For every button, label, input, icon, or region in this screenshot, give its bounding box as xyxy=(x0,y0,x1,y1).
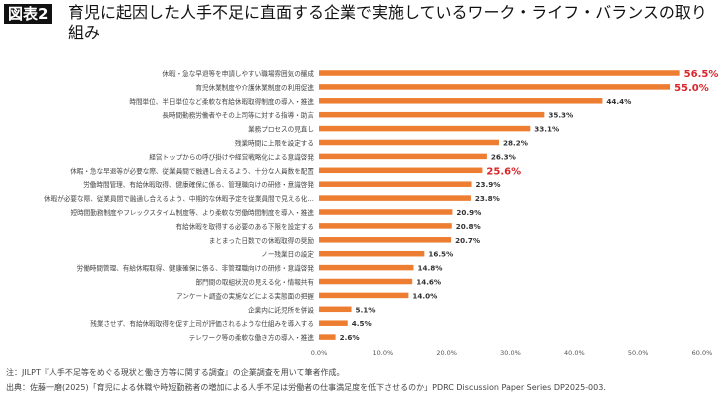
data-label: 4.5% xyxy=(352,319,372,328)
bar xyxy=(319,111,545,118)
data-label: 23.9% xyxy=(476,180,501,189)
x-tick-label: 50.0% xyxy=(628,349,649,357)
bar xyxy=(319,306,352,313)
data-label: 55.0% xyxy=(674,83,709,94)
category-label: 休暇・急な早退等が必要な際、従業員間で融通し合えるよう、十分な人員数を配置 xyxy=(70,166,314,175)
bar xyxy=(319,139,500,146)
category-label: 休暇・急な早退等を申請しやすい職場雰囲気の醸成 xyxy=(162,69,314,78)
bar xyxy=(319,292,409,299)
x-tick-label: 10.0% xyxy=(373,349,394,357)
bar xyxy=(319,278,413,285)
figure-badge: 図表2 xyxy=(4,4,53,24)
x-tick-label: 60.0% xyxy=(692,349,713,357)
data-label: 23.8% xyxy=(475,194,500,203)
category-label: 部門間の取組状況の見える化・情報共有 xyxy=(196,278,315,287)
source-text: 出典：佐藤一磨(2025)「育児による休職や時短勤務者の増加による人手不足は労働… xyxy=(6,383,606,392)
category-label: 休暇が必要な際、従業員間で融通し合えるよう、中期的な休暇予定を従業員間で見える化… xyxy=(44,194,314,203)
data-label: 44.4% xyxy=(606,97,631,106)
data-label: 25.6% xyxy=(486,166,521,177)
bar xyxy=(319,264,414,271)
category-label: まとまった日数での休暇取得の奨励 xyxy=(209,236,315,245)
category-label: 残業時間に上限を設定する xyxy=(235,139,314,148)
category-label: 有給休暇を取得する必要のある下限を設定する xyxy=(176,222,314,231)
category-label: 長時間勤務労働者やその上司等に対する指導・助言 xyxy=(162,111,314,120)
category-label: 労働時間管理、有給休暇取得、健康確保に係る、非管理職向けの研修・意識啓発 xyxy=(77,264,315,273)
data-label: 26.3% xyxy=(491,152,516,161)
bar xyxy=(319,223,452,229)
data-label: 14.0% xyxy=(412,291,437,300)
bar xyxy=(319,181,472,187)
bar xyxy=(319,84,671,90)
bar xyxy=(319,167,483,174)
category-label: 経営トップからの呼び掛けや経営戦略化による意識啓発 xyxy=(149,152,314,161)
x-tick-label: 40.0% xyxy=(564,349,585,357)
data-label: 20.7% xyxy=(455,236,480,245)
data-label: 16.5% xyxy=(428,250,453,259)
note-text: 注：JILPT『人手不足等をめぐる現状と働き方等に関する調査』の企業調査を用いて… xyxy=(6,368,345,377)
bar xyxy=(319,98,603,104)
bar xyxy=(319,250,425,257)
data-label: 33.1% xyxy=(534,125,559,134)
category-label: 労働時間管理、有給休暇取得、健康確保に係る、管理職向けの研修・意識啓発 xyxy=(83,180,314,189)
category-label: テレワーク等の柔軟な働き方の導入・推進 xyxy=(189,333,315,342)
category-label: 短時間勤務制度やフレックスタイム制度等、より柔軟な労働時間制度を導入・推進 xyxy=(70,208,314,217)
x-tick-label: 0.0% xyxy=(311,349,328,357)
chart-title: 育児に起因した人手不足に直面する企業で実施しているワーク・ライフ・バランスの取り… xyxy=(68,3,707,42)
bar-chart: 休暇・急な早退等を申請しやすい職場雰囲気の醸成 56.5% 育児休業制度や介護休業制… xyxy=(44,69,719,357)
bar xyxy=(319,209,453,215)
data-label: 56.5% xyxy=(684,69,719,80)
category-label: 残業させず、有給休暇取得を促す上司が評価されるような仕組みを導入する xyxy=(90,319,314,328)
data-label: 14.8% xyxy=(417,264,442,273)
bar xyxy=(319,195,471,201)
category-label: 企業内に託児所を併設 xyxy=(248,305,314,314)
category-label: 育児休業制度や介護休業制度の利用促進 xyxy=(195,83,314,92)
data-label: 28.2% xyxy=(503,139,528,148)
category-label: アンケート調査の実施などによる実態面の把握 xyxy=(176,291,314,300)
bar xyxy=(319,237,452,243)
bar xyxy=(319,320,348,326)
category-label: ノー残業日の設定 xyxy=(261,250,314,259)
category-label: 業務プロセスの見直し xyxy=(248,125,314,134)
data-label: 5.1% xyxy=(356,305,376,314)
data-label: 2.6% xyxy=(340,333,360,342)
bar xyxy=(319,334,336,340)
data-label: 20.9% xyxy=(456,208,481,217)
bar xyxy=(319,125,531,132)
notes: 注：JILPT『人手不足等をめぐる現状と働き方等に関する調査』の企業調査を用いて… xyxy=(6,365,606,395)
data-label: 35.3% xyxy=(548,111,573,120)
bar xyxy=(319,70,680,76)
bar xyxy=(319,153,487,160)
x-tick-label: 30.0% xyxy=(500,349,521,357)
data-label: 14.6% xyxy=(416,278,441,287)
x-tick-label: 20.0% xyxy=(436,349,457,357)
data-label: 20.8% xyxy=(456,222,481,231)
category-label: 時間単位、半日単位など柔軟な有給休暇取得制度の導入・推進 xyxy=(129,97,314,106)
